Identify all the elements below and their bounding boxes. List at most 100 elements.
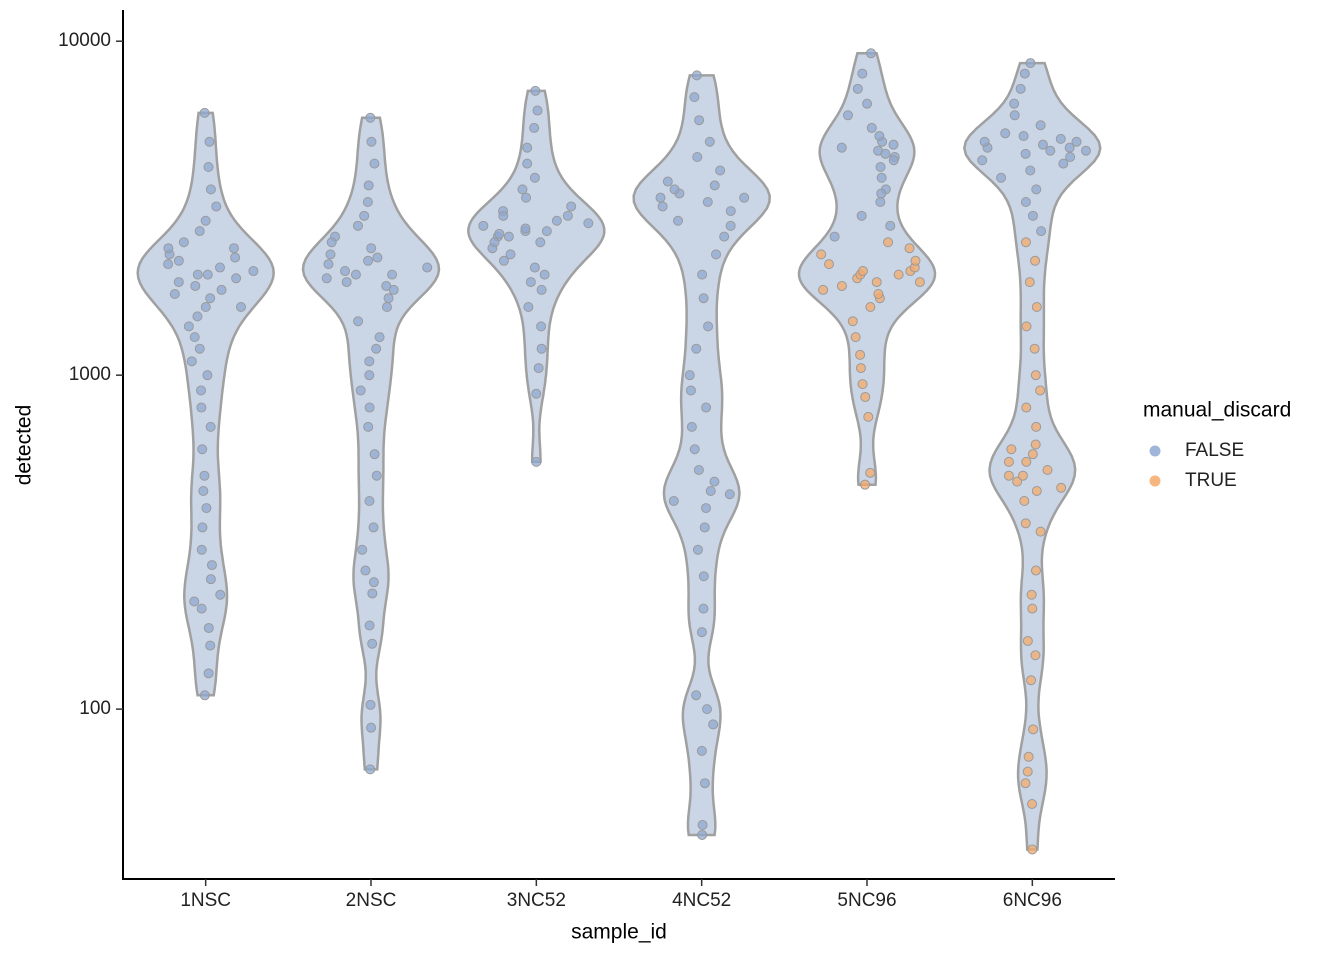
data-point xyxy=(860,479,871,490)
data-point xyxy=(866,122,877,133)
x-tick-label: 4NC52 xyxy=(672,890,731,911)
data-point xyxy=(523,301,534,312)
data-point xyxy=(169,288,180,299)
data-point xyxy=(199,470,210,481)
data-point xyxy=(1071,136,1082,147)
data-point xyxy=(698,293,709,304)
data-point xyxy=(341,277,352,288)
data-point xyxy=(364,495,375,506)
data-point xyxy=(1031,301,1042,312)
data-point xyxy=(1003,456,1014,467)
data-point xyxy=(199,690,210,701)
data-point xyxy=(694,115,705,126)
data-point xyxy=(1018,131,1029,142)
data-point xyxy=(202,370,213,381)
data-point xyxy=(539,269,550,280)
data-point xyxy=(357,544,368,555)
data-point xyxy=(1019,495,1030,506)
legend-swatch xyxy=(1149,475,1161,487)
data-point xyxy=(374,332,385,343)
data-point xyxy=(701,402,712,413)
data-point xyxy=(1031,184,1042,195)
data-point xyxy=(719,231,730,242)
data-point xyxy=(857,379,868,390)
data-point xyxy=(875,162,886,173)
data-point xyxy=(541,226,552,237)
data-point xyxy=(489,237,500,248)
data-point xyxy=(532,105,543,116)
data-point xyxy=(422,262,433,273)
data-point xyxy=(340,266,351,277)
data-point xyxy=(535,237,546,248)
data-point xyxy=(668,495,679,506)
data-point xyxy=(363,255,374,266)
data-point xyxy=(205,184,216,195)
data-point xyxy=(536,284,547,295)
data-point xyxy=(1027,798,1038,809)
data-point xyxy=(1009,110,1020,121)
data-point xyxy=(1026,675,1037,686)
data-point xyxy=(691,343,702,354)
violin xyxy=(632,74,771,837)
data-point xyxy=(693,465,704,476)
data-point xyxy=(205,640,216,651)
data-point xyxy=(1019,68,1030,79)
data-point xyxy=(196,385,207,396)
data-point xyxy=(205,293,216,304)
data-point xyxy=(197,522,208,533)
y-tick-label: 10000 xyxy=(58,30,111,51)
data-point xyxy=(1026,589,1037,600)
data-point xyxy=(865,467,876,478)
data-point xyxy=(196,603,207,614)
data-point xyxy=(248,266,259,277)
data-point xyxy=(703,321,714,332)
data-point xyxy=(860,392,871,403)
data-point xyxy=(1022,766,1033,777)
data-point xyxy=(203,668,214,679)
data-point xyxy=(522,142,533,153)
x-tick-label: 5NC96 xyxy=(837,890,896,911)
data-point xyxy=(163,259,174,270)
data-point xyxy=(363,180,374,191)
data-point xyxy=(498,210,509,221)
data-point xyxy=(521,192,532,203)
data-point xyxy=(372,252,383,263)
data-point xyxy=(709,476,720,487)
data-point xyxy=(536,321,547,332)
data-point xyxy=(183,321,194,332)
data-point xyxy=(583,218,594,229)
data-point xyxy=(865,301,876,312)
data-point xyxy=(228,243,239,254)
data-point xyxy=(367,588,378,599)
data-point xyxy=(684,370,695,381)
data-point xyxy=(355,385,366,396)
data-point xyxy=(702,196,713,207)
data-point xyxy=(196,544,207,555)
data-point xyxy=(1037,139,1048,150)
data-point xyxy=(724,489,735,500)
data-point xyxy=(368,577,379,588)
y-tick-label: 100 xyxy=(79,698,111,719)
data-point xyxy=(525,277,536,288)
data-point xyxy=(323,259,334,270)
data-point xyxy=(1022,635,1033,646)
data-point xyxy=(325,249,336,260)
data-point xyxy=(662,176,673,187)
data-point xyxy=(689,444,700,455)
data-point xyxy=(685,385,696,396)
legend-swatch xyxy=(1149,445,1161,457)
data-point xyxy=(847,316,858,327)
data-point xyxy=(201,503,212,514)
data-point xyxy=(192,269,203,280)
data-point xyxy=(876,188,887,199)
data-point xyxy=(530,85,541,96)
data-point xyxy=(186,356,197,367)
data-point xyxy=(824,259,835,270)
data-point xyxy=(364,620,375,631)
data-point xyxy=(321,273,332,284)
data-point xyxy=(829,231,840,242)
data-point xyxy=(505,249,516,260)
data-point xyxy=(816,249,827,260)
data-point xyxy=(211,201,222,212)
